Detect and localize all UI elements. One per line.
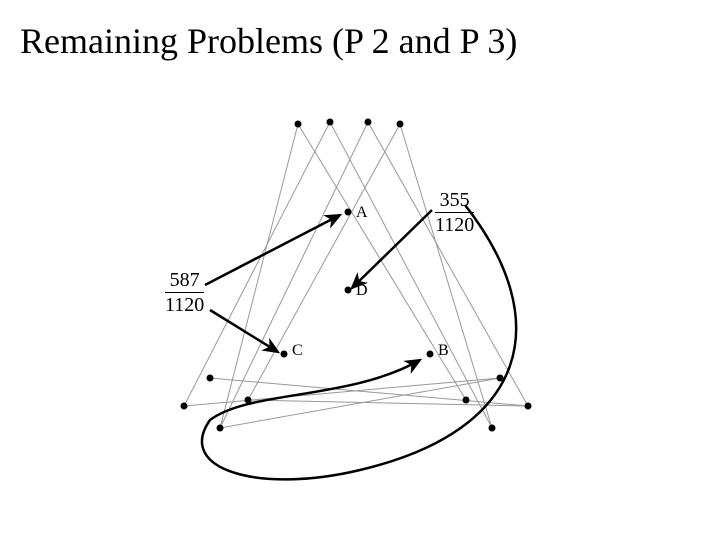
point-label-c: C (292, 342, 303, 360)
point-label-b: B (438, 342, 449, 360)
point-label-d: D (356, 282, 368, 300)
fraction-right-bar (435, 212, 474, 213)
fraction-left-bar (165, 292, 204, 293)
construction-lines (184, 122, 528, 428)
fraction-left-num: 587 (165, 270, 204, 290)
diagram-svg (0, 0, 720, 540)
point-label-a: A (356, 204, 368, 222)
fraction-right-den: 1120 (435, 215, 474, 235)
fraction-left-den: 1120 (165, 295, 204, 315)
fraction-left: 587 1120 (165, 270, 204, 315)
fraction-right: 355 1120 (435, 190, 474, 235)
arrows (202, 205, 516, 479)
fraction-right-num: 355 (435, 190, 474, 210)
